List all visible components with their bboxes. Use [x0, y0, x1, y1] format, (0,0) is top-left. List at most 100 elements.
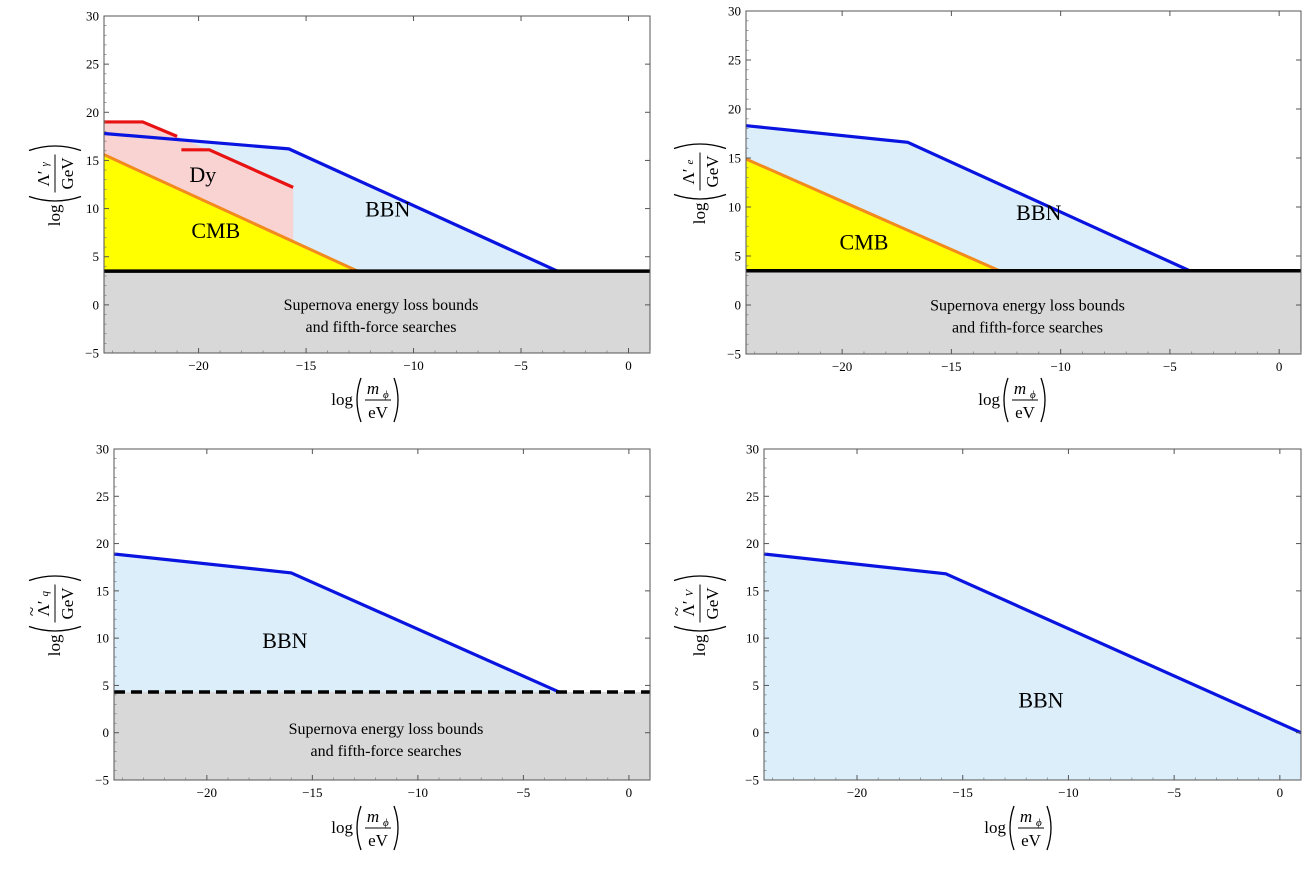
y-tick-label: 5 — [93, 249, 100, 264]
x-axis-paren-right — [393, 377, 399, 423]
y-axis-tilde: ~ — [22, 607, 41, 616]
y-tick-label: 20 — [86, 105, 99, 120]
y-tick-label: 20 — [746, 536, 759, 551]
y-tick-label: 10 — [96, 631, 109, 646]
x-tick-label: −10 — [408, 785, 428, 800]
y-tick-label: 5 — [753, 678, 760, 693]
y-tick-label: 15 — [728, 151, 741, 166]
x-tick-label: −5 — [1163, 359, 1177, 374]
cmb-boundary-line — [746, 157, 1001, 273]
y-tick-label: 0 — [93, 297, 100, 312]
x-axis-paren-left — [1009, 805, 1015, 851]
y-tick-label: 0 — [735, 298, 742, 313]
y-axis-denominator: GeV — [703, 587, 722, 620]
bbn-boundary-line — [104, 131, 559, 273]
y-axis-prefix: log — [45, 204, 64, 226]
x-tick-label: 0 — [625, 358, 632, 373]
y-axis-label: log Λ′~ V GeV — [667, 575, 727, 656]
x-axis-numerator: m — [1020, 807, 1032, 826]
x-axis-paren-right — [393, 805, 399, 851]
bbn-label: BBN — [262, 628, 307, 653]
x-axis-numerator: m — [367, 379, 379, 398]
x-tick-label: −5 — [1167, 785, 1181, 800]
cmb-label: CMB — [840, 229, 889, 254]
y-tick-label: 30 — [746, 442, 759, 457]
y-axis-label: log Λ′~ q GeV — [22, 575, 82, 656]
bbn-region — [764, 553, 1301, 780]
panel-3: −20 −15 −10 −5 0 −5 0 5 10 15 20 25 30 BBN Supernova e… — [22, 442, 651, 851]
x-axis-numerator: m — [367, 807, 379, 826]
plot-frame — [113, 448, 651, 781]
x-axis-numerator-sub: ϕ — [1036, 817, 1042, 829]
y-tick-label: 30 — [96, 442, 109, 457]
y-tick-label: −5 — [727, 347, 741, 362]
x-axis-paren-right — [1046, 805, 1052, 851]
y-tick-label: 15 — [86, 153, 99, 168]
y-axis-tilde: ~ — [667, 607, 686, 616]
bbn-label: BBN — [1016, 200, 1061, 225]
y-axis-paren-right — [28, 575, 82, 582]
x-tick-label: −10 — [1058, 785, 1078, 800]
y-tick-label: 5 — [735, 249, 742, 264]
bbn-boundary-line — [764, 552, 1301, 735]
bbn-region — [114, 553, 560, 693]
y-tick-label: 30 — [728, 4, 741, 19]
y-tick-label: 10 — [728, 200, 741, 215]
y-tick-label: 25 — [86, 57, 99, 72]
y-tick-label: 0 — [103, 725, 110, 740]
excluded-floor-region — [114, 692, 650, 780]
x-axis-denominator: eV — [1015, 403, 1036, 422]
y-axis-numerator: Λ′ — [34, 600, 53, 616]
y-axis-denominator: GeV — [58, 587, 77, 620]
x-axis-denominator: eV — [368, 403, 389, 422]
x-tick-label: −5 — [514, 358, 528, 373]
bbn-label: BBN — [365, 197, 410, 222]
y-axis-numerator-sub: V — [684, 589, 696, 597]
dy-label: Dy — [189, 162, 216, 187]
y-axis-prefix: log — [690, 634, 709, 656]
y-axis-paren-left — [28, 195, 82, 202]
x-axis-paren-left — [356, 805, 362, 851]
floor-note-line-2: and fifth-force searches — [952, 319, 1103, 336]
y-axis-numerator: Λ′ — [679, 168, 698, 184]
plot-area — [746, 124, 1301, 354]
y-axis-denominator: GeV — [58, 157, 77, 190]
x-axis-paren-right — [1040, 377, 1046, 423]
x-axis-paren-left — [356, 377, 362, 423]
y-axis-numerator: Λ′ — [679, 600, 698, 616]
y-tick-label: 15 — [96, 583, 109, 598]
x-axis-prefix: log — [984, 818, 1006, 837]
x-tick-label: −20 — [832, 359, 852, 374]
x-tick-label: −5 — [516, 785, 530, 800]
panel-1: −20 −15 −10 −5 0 −5 0 5 10 15 20 25 30 CMB BBN Dy Supern… — [28, 9, 651, 423]
x-axis-numerator: m — [1014, 379, 1026, 398]
y-tick-label: −5 — [95, 773, 109, 788]
bbn-label: BBN — [1018, 688, 1063, 713]
dy-boundary-line-2 — [181, 148, 294, 189]
x-tick-label: 0 — [1277, 785, 1284, 800]
y-axis-prefix: log — [45, 634, 64, 656]
floor-note-line-1: Supernova energy loss bounds — [284, 297, 479, 314]
x-axis-prefix: log — [331, 818, 353, 837]
y-axis-label: log Λ′ γ GeV — [28, 145, 82, 226]
y-tick-label: −5 — [85, 346, 99, 361]
plot-frame — [763, 448, 1302, 781]
floor-note-line-2: and fifth-force searches — [305, 319, 456, 336]
plot-frame — [103, 15, 651, 354]
x-axis-numerator-sub: ϕ — [383, 389, 389, 401]
panel-2: −20 −15 −10 −5 0 −5 0 5 10 15 20 25 30 CMB BBN Supernov… — [673, 4, 1302, 423]
y-tick-label: 25 — [746, 489, 759, 504]
bbn-boundary-line — [114, 552, 560, 694]
x-axis-paren-left — [1003, 377, 1009, 423]
cmb-boundary-line — [104, 153, 359, 273]
x-tick-label: −20 — [847, 785, 867, 800]
y-axis-denominator: GeV — [703, 155, 722, 188]
x-axis-denominator: eV — [368, 831, 389, 850]
y-tick-label: 20 — [96, 536, 109, 551]
x-tick-label: −15 — [302, 785, 322, 800]
excluded-floor-region — [746, 270, 1301, 354]
bbn-boundary-line — [746, 124, 1191, 273]
